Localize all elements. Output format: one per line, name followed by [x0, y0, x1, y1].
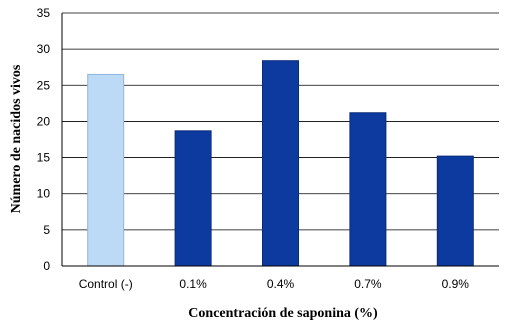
y-tick-label: 0	[43, 259, 50, 273]
x-axis-title: Concentración de saponina (%)	[188, 306, 378, 321]
bar-5	[436, 155, 474, 267]
bars	[87, 60, 474, 267]
x-tick-label: 0.4%	[267, 277, 295, 291]
x-tick-labels: Control (-) 0.1% 0.4% 0.7% 0.9%	[79, 277, 470, 291]
bar-1	[87, 73, 125, 267]
y-tick-label: 35	[37, 6, 51, 20]
y-tick-label: 25	[37, 78, 51, 92]
bar-2	[174, 130, 212, 267]
y-tick-labels: 0 5 10 15 20 25 30 35	[37, 6, 51, 273]
bar-3	[262, 60, 299, 267]
x-tick-label: 0.1%	[179, 277, 207, 291]
x-tick-label: 0.7%	[354, 277, 382, 291]
x-tick-label: Control (-)	[79, 277, 133, 291]
x-tick-label: 0.9%	[442, 277, 470, 291]
bar-4	[349, 112, 387, 267]
y-tick-label: 5	[43, 223, 50, 237]
y-tick-label: 15	[37, 151, 51, 165]
y-tick-label: 10	[37, 187, 51, 201]
y-tick-label: 20	[37, 114, 51, 128]
y-axis-title: Número de nacidos vivos	[9, 64, 24, 213]
y-tick-label: 30	[37, 42, 51, 56]
